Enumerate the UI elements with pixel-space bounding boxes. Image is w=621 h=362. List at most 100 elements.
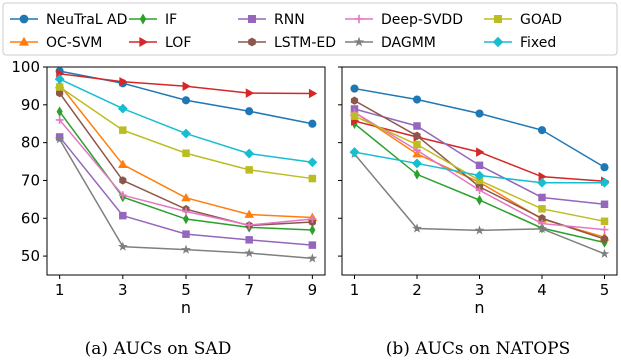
point-sad-fixed-3	[117, 103, 128, 114]
point-sad-oc-svm-7	[244, 209, 254, 218]
legend-label-deep-svdd: Deep-SVDD	[381, 12, 463, 28]
point-natops-fixed-1	[349, 147, 360, 158]
legend-marker-lof	[139, 36, 149, 48]
x-tick-label-sad-9: 9	[308, 281, 318, 299]
y-tick-label-sad-90: 90	[21, 96, 40, 114]
point-natops-rnn-2	[413, 122, 421, 130]
x-tick-label-natops-2: 2	[412, 281, 422, 299]
legend-marker-goad	[494, 15, 502, 23]
series-line-natops-lstm-ed	[354, 100, 605, 240]
point-natops-rnn-5	[600, 200, 609, 209]
x-tick-label-natops-5: 5	[600, 281, 610, 299]
point-natops-rnn-3	[475, 161, 484, 170]
y-tick-label-sad-70: 70	[21, 171, 40, 189]
x-tick-label-sad-7: 7	[244, 281, 254, 299]
point-sad-lof-7	[245, 88, 255, 98]
point-sad-dagmm-5	[181, 244, 191, 254]
point-natops-if-3	[476, 194, 483, 206]
legend-label-fixed: Fixed	[520, 35, 556, 51]
point-natops-neutral-ad-5	[600, 163, 609, 172]
point-sad-oc-svm-5	[181, 192, 191, 202]
legend-marker-if	[139, 13, 147, 25]
point-natops-dagmm-4	[537, 223, 547, 233]
legend-label-goad: GOAD	[520, 12, 562, 28]
point-sad-lof-5	[182, 81, 191, 92]
legend-label-oc-svm: OC-SVM	[46, 35, 102, 51]
x-tick-label-natops-4: 4	[537, 281, 547, 299]
point-natops-fixed-3	[474, 170, 485, 181]
point-sad-lof-3	[119, 76, 128, 87]
legend-marker-dagmm	[353, 36, 365, 47]
legend-label-if: IF	[165, 12, 177, 28]
legend-label-rnn: RNN	[274, 12, 305, 28]
point-sad-goad-1	[55, 83, 64, 91]
point-natops-lof-3	[476, 147, 485, 157]
point-natops-neutral-ad-1	[350, 84, 359, 93]
point-natops-goad-4	[538, 205, 546, 213]
point-sad-goad-5	[182, 149, 190, 157]
point-sad-dagmm-3	[117, 241, 128, 251]
legend-marker-oc-svm	[18, 36, 30, 46]
caption-natops: (b) AUCs on NATOPS	[386, 339, 570, 359]
legend-label-neutral-ad: NeuTraL AD	[46, 12, 127, 28]
point-sad-fixed-1	[54, 74, 65, 85]
chart-panel-natops: 1 2 3 4 5 n	[338, 66, 618, 317]
point-natops-deep-svdd-5	[600, 225, 609, 234]
point-sad-deep-svdd-7	[245, 221, 254, 229]
point-natops-neutral-ad-3	[475, 109, 484, 118]
point-natops-if-2	[413, 169, 421, 180]
point-sad-rnn-3	[119, 211, 127, 220]
legend-label-lstm-ed: LSTM-ED	[274, 35, 336, 51]
y-tick-label-sad-100: 100	[11, 58, 40, 76]
y-tick-label-sad-60: 60	[21, 209, 40, 227]
point-sad-goad-9	[308, 174, 317, 183]
point-natops-lstm-ed-1	[350, 96, 359, 105]
point-natops-fixed-2	[412, 158, 422, 169]
point-sad-lstm-ed-3	[119, 176, 127, 185]
point-sad-if-5	[182, 213, 190, 225]
point-natops-neutral-ad-2	[412, 95, 422, 104]
legend-marker-lstm-ed	[248, 37, 256, 47]
legend-marker-fixed	[492, 36, 504, 48]
point-natops-rnn-4	[538, 193, 546, 202]
legend-marker-deep-svdd	[354, 14, 364, 24]
point-sad-dagmm-9	[307, 253, 318, 263]
point-natops-deep-svdd-3	[475, 186, 484, 195]
point-sad-rnn-7	[245, 236, 253, 244]
point-sad-goad-7	[245, 166, 253, 174]
point-sad-rnn-9	[308, 241, 317, 249]
point-sad-fixed-5	[181, 128, 191, 139]
x-tick-label-sad-1: 1	[55, 281, 65, 299]
legend: NeuTraL AD IF RNN Deep-SVDD GOAD OC-SVM LOF LST…	[2, 2, 618, 56]
y-tick-label-sad-80: 80	[21, 134, 40, 152]
series-line-natops-neutral-ad	[354, 87, 605, 168]
point-sad-deep-svdd-1	[55, 116, 64, 124]
point-natops-dagmm-3	[474, 225, 485, 235]
point-sad-dagmm-1	[54, 134, 65, 144]
legend-label-lof: LOF	[165, 35, 191, 51]
chart-panel-sad: 50 60 70 80 90 100 1 3 5 7 9 n	[11, 58, 326, 317]
x-tick-label-natops-3: 3	[475, 281, 485, 299]
point-sad-lstm-ed-1	[56, 88, 64, 98]
point-natops-lstm-ed-5	[600, 234, 609, 244]
point-sad-oc-svm-3	[118, 159, 128, 168]
caption-sad: (a) AUCs on SAD	[85, 339, 232, 359]
legend-marker-neutral-ad	[19, 14, 29, 24]
point-natops-goad-5	[600, 217, 609, 226]
point-sad-neutral-ad-5	[181, 96, 191, 105]
point-sad-deep-svdd-5	[182, 207, 190, 216]
point-natops-dagmm-5	[599, 248, 610, 258]
point-sad-rnn-5	[182, 230, 190, 238]
x-tick-label-natops-1: 1	[350, 281, 360, 299]
point-sad-lof-9	[308, 88, 318, 99]
point-natops-dagmm-2	[412, 223, 422, 233]
point-sad-if-9	[309, 224, 316, 236]
point-natops-neutral-ad-4	[537, 126, 547, 135]
point-natops-goad-1	[350, 112, 359, 120]
point-sad-goad-3	[119, 126, 127, 134]
point-natops-fixed-5	[599, 177, 610, 188]
legend-label-dagmm: DAGMM	[381, 35, 436, 51]
point-sad-deep-svdd-3	[118, 191, 127, 200]
point-sad-if-1	[56, 106, 63, 117]
